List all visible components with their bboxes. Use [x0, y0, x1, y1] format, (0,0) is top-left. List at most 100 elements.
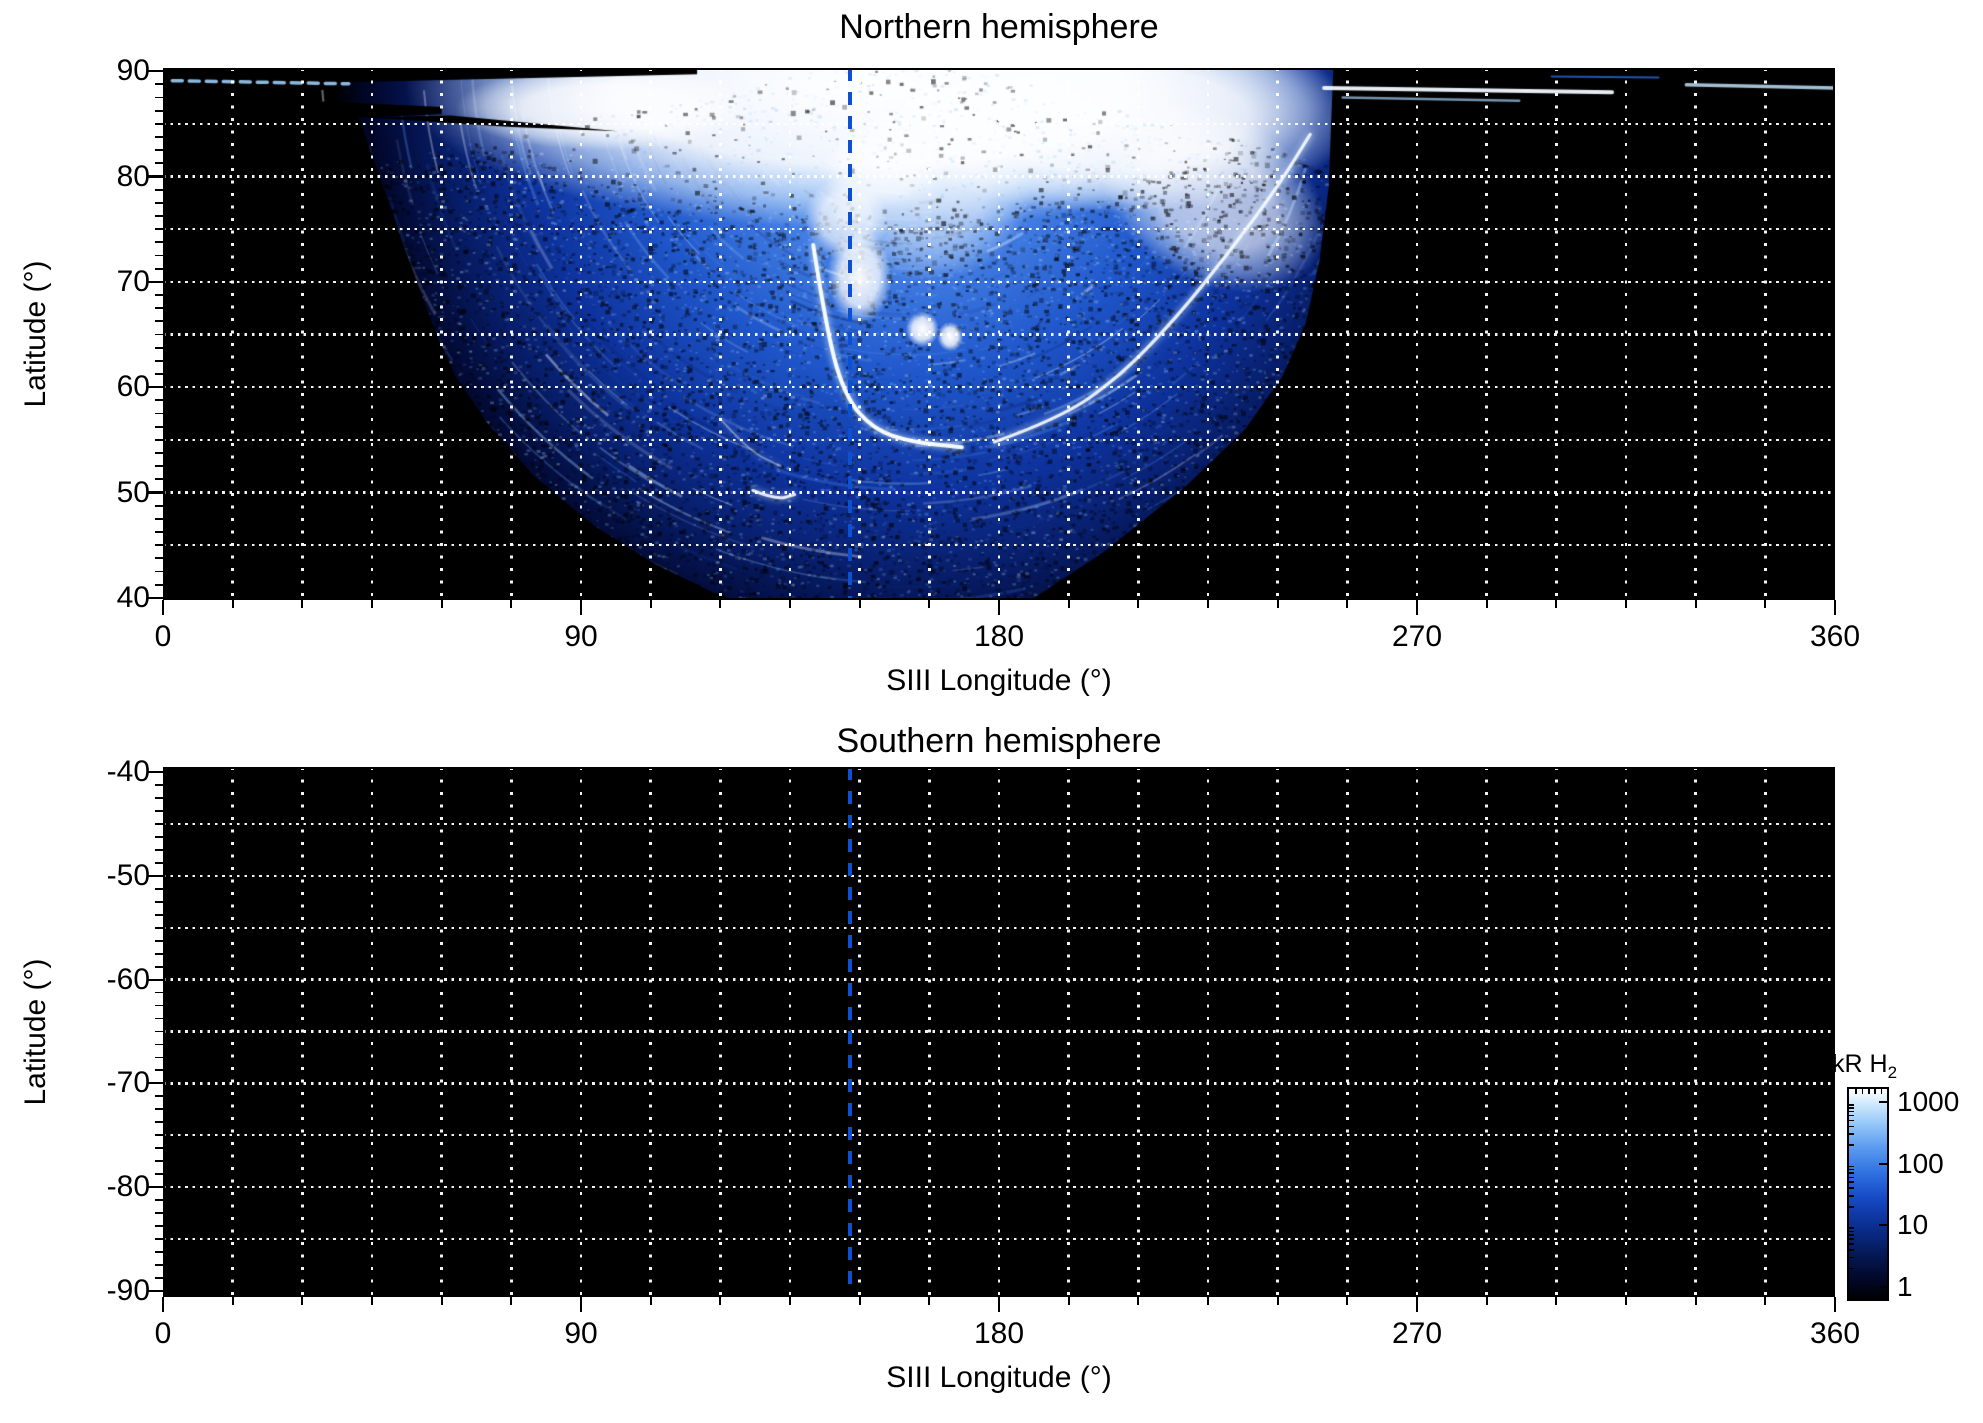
gridline-horizontal [163, 1237, 1835, 1241]
colorbar-major-tick [1879, 1286, 1887, 1289]
y-minor-tick [155, 96, 163, 99]
y-minor-tick [155, 373, 163, 375]
y-major-tick [148, 771, 163, 774]
y-minor-tick [155, 162, 163, 165]
x-minor-tick [440, 1297, 443, 1305]
y-minor-tick [155, 1173, 163, 1175]
y-minor-tick [155, 294, 163, 296]
colorbar-top-minor-tick [1855, 1089, 1857, 1094]
x-tick-label: 0 [154, 1317, 172, 1350]
y-minor-tick [155, 478, 163, 481]
colorbar-minor-tick [1849, 1114, 1854, 1117]
y-minor-tick [155, 1095, 163, 1098]
y-major-tick [148, 280, 163, 283]
x-minor-tick [1276, 600, 1279, 608]
colorbar-label-100: 100 [1897, 1147, 1944, 1179]
x-tick-label: 270 [1391, 1317, 1443, 1350]
x-minor-tick [371, 600, 373, 608]
x-minor-tick [1067, 600, 1070, 608]
north-yaxis-label: Latitude (°) [19, 260, 52, 408]
gridline-horizontal [163, 438, 1835, 442]
colorbar-minor-tick [1849, 1125, 1854, 1128]
colorbar-minor-tick [1849, 1181, 1854, 1183]
x-minor-tick [301, 1297, 304, 1305]
y-minor-tick [155, 810, 163, 812]
x-minor-tick [858, 1297, 861, 1305]
colorbar-top-minor-tick [1868, 1089, 1870, 1094]
y-minor-tick [155, 438, 163, 441]
y-major-tick [148, 386, 163, 389]
y-minor-tick [155, 188, 163, 191]
y-minor-tick [155, 1250, 163, 1253]
colorbar-minor-tick [1849, 1227, 1854, 1229]
x-minor-tick [1276, 1297, 1279, 1305]
x-minor-tick [649, 1297, 652, 1305]
y-minor-tick [155, 1263, 163, 1266]
y-minor-tick [155, 1276, 163, 1279]
gridline-horizontal [163, 1082, 1835, 1085]
x-minor-tick [928, 600, 931, 608]
colorbar-minor-tick [1849, 1165, 1854, 1168]
y-minor-tick [155, 991, 163, 994]
x-minor-tick [371, 1297, 373, 1305]
y-minor-tick [155, 399, 163, 402]
gridline-horizontal [163, 1133, 1835, 1137]
x-minor-tick [510, 600, 513, 608]
x-major-tick [1833, 600, 1837, 615]
x-minor-tick [1694, 600, 1697, 608]
y-major-tick [148, 874, 163, 877]
y-tick-label: 90 [116, 54, 150, 88]
x-tick-label: 360 [1809, 1317, 1861, 1350]
y-minor-tick [155, 109, 163, 112]
y-minor-tick [155, 583, 163, 586]
south-xaxis-label: SIII Longitude (°) [886, 1361, 1112, 1394]
x-major-tick [1415, 1297, 1419, 1312]
y-minor-tick [155, 887, 163, 890]
x-minor-tick [231, 600, 234, 608]
x-minor-tick [1207, 1297, 1209, 1305]
y-minor-tick [155, 965, 163, 968]
y-minor-tick [155, 122, 163, 125]
y-minor-tick [155, 452, 163, 454]
x-minor-tick [719, 1297, 722, 1305]
south-yaxis-label: Latitude (°) [19, 958, 52, 1106]
colorbar-minor-tick [1849, 1119, 1854, 1122]
y-minor-tick [155, 1147, 163, 1150]
x-major-tick [161, 1297, 165, 1312]
gridline-horizontal [163, 175, 1835, 178]
y-tick-label: 60 [116, 370, 150, 404]
y-minor-tick [155, 849, 163, 851]
y-major-tick [148, 596, 163, 599]
colorbar-minor-tick [1849, 1230, 1854, 1233]
y-minor-tick [155, 241, 163, 244]
colorbar-top-minor-tick [1874, 1089, 1876, 1094]
y-minor-tick [155, 1134, 163, 1137]
gridline-horizontal [163, 1030, 1835, 1033]
x-minor-tick [1137, 1297, 1140, 1305]
gridline-horizontal [163, 385, 1835, 389]
x-major-tick [1415, 600, 1419, 615]
colorbar-minor-tick [1849, 1249, 1854, 1251]
gridline-horizontal [163, 280, 1835, 284]
y-minor-tick [155, 359, 163, 362]
gridline-horizontal [163, 926, 1835, 929]
y-minor-tick [155, 570, 163, 573]
x-tick-label: 90 [564, 1317, 598, 1350]
y-minor-tick [155, 557, 163, 560]
y-minor-tick [155, 1004, 163, 1007]
gridline-horizontal [163, 822, 1835, 826]
y-minor-tick [155, 228, 163, 231]
x-minor-tick [1625, 600, 1627, 608]
x-minor-tick [1625, 1297, 1627, 1305]
y-tick-label: -80 [106, 1170, 150, 1204]
x-minor-tick [928, 1297, 931, 1305]
y-minor-tick [155, 823, 163, 825]
colorbar [1847, 1087, 1889, 1301]
y-minor-tick [155, 544, 163, 547]
x-tick-label: 180 [973, 620, 1025, 653]
y-tick-label: -70 [106, 1066, 150, 1100]
y-tick-label: -60 [106, 962, 150, 996]
colorbar-label-1000: 1000 [1897, 1085, 1960, 1117]
y-minor-tick [155, 412, 163, 415]
